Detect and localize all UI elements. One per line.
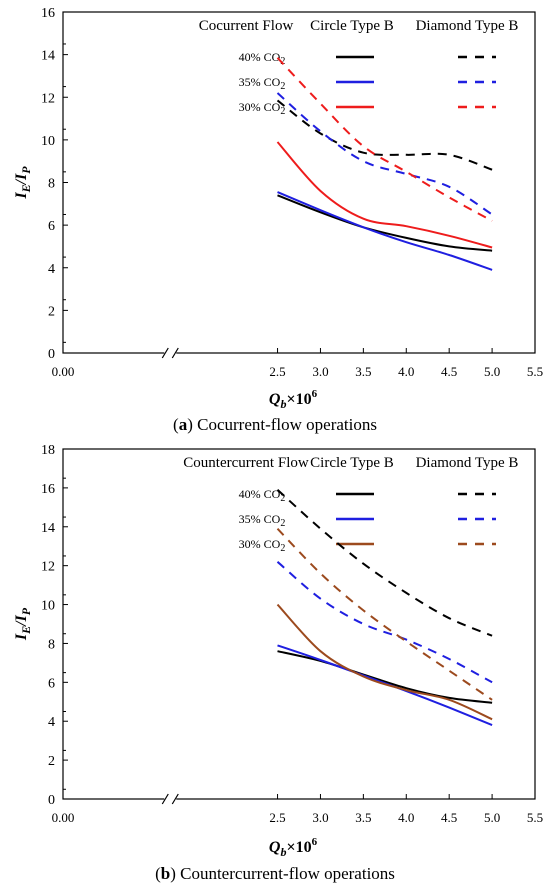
y-tick-label: 2 bbox=[48, 754, 55, 769]
legend-row-label: 30% CO2 bbox=[239, 100, 286, 117]
y-tick-label: 12 bbox=[41, 91, 55, 106]
legend-flow-label: Cocurrent Flow bbox=[199, 18, 294, 34]
series-line bbox=[276, 141, 493, 249]
plot-frame bbox=[62, 11, 536, 354]
series-line bbox=[276, 489, 493, 637]
series-line bbox=[276, 92, 493, 216]
y-tick-label: 0 bbox=[48, 347, 55, 362]
x-tick-label: 3.0 bbox=[312, 364, 328, 379]
x-tick-label: 4.0 bbox=[398, 364, 414, 379]
y-tick-label: 10 bbox=[41, 599, 55, 614]
chart-panel-b: 0 2 4 6 8 10 12 14 16 18 0.00 2.5 3.0 3.5 4.0 4.5 5.0 5.5… bbox=[13, 443, 543, 859]
y-tick-label: 2 bbox=[48, 304, 55, 319]
plot-frame bbox=[62, 448, 536, 800]
axis-break-gap bbox=[164, 351, 177, 355]
x-tick-label: 5.0 bbox=[484, 364, 500, 379]
x-tick-label: 4.5 bbox=[441, 364, 457, 379]
series-line bbox=[277, 191, 493, 271]
y-tick-label: 12 bbox=[41, 560, 55, 575]
legend-circle-label: Circle Type B bbox=[310, 18, 394, 34]
legend-row-label: 35% CO2 bbox=[239, 75, 286, 92]
axis-break-mark bbox=[171, 347, 179, 359]
legend-diamond-label: Diamond Type B bbox=[416, 455, 519, 471]
legend-circle-label: Circle Type B bbox=[310, 455, 394, 471]
axis-break-gap bbox=[164, 797, 177, 801]
legend-diamond-label: Diamond Type B bbox=[416, 18, 519, 34]
y-tick-label: 6 bbox=[48, 219, 55, 234]
caption-b: (b) Countercurrent-flow operations bbox=[155, 864, 395, 883]
series-line bbox=[277, 650, 493, 704]
series-line bbox=[276, 603, 493, 721]
legend-row-label: 40% CO2 bbox=[239, 50, 286, 67]
y-tick-label: 10 bbox=[41, 134, 55, 149]
legend-row-label: 30% CO2 bbox=[239, 537, 286, 554]
axis-break-mark bbox=[161, 793, 169, 805]
y-axis-title: IE/IP bbox=[13, 607, 33, 641]
y-tick-label: 16 bbox=[41, 482, 55, 497]
x-axis-title: Qb×106 bbox=[269, 836, 318, 859]
x-axis-title: Qb×106 bbox=[269, 388, 318, 411]
series-line bbox=[276, 561, 493, 684]
series-line bbox=[276, 57, 493, 222]
x-tick-label: 0.00 bbox=[52, 810, 75, 825]
legend-row-label: 40% CO2 bbox=[239, 487, 286, 504]
series-line bbox=[276, 99, 493, 171]
x-tick-label: 3.0 bbox=[312, 810, 328, 825]
caption-a: (a) Cocurrent-flow operations bbox=[173, 415, 377, 434]
chart-panel-a: 0 2 4 6 8 10 12 14 16 0.00 2.5 3.0 3.5 4.0 4.5 5.0 5.5 Qb… bbox=[13, 6, 543, 411]
y-tick-label: 4 bbox=[48, 262, 55, 277]
x-tick-label: 4.5 bbox=[441, 810, 457, 825]
y-tick-label: 0 bbox=[48, 793, 55, 808]
x-tick-label: 3.5 bbox=[355, 364, 371, 379]
y-tick-label: 16 bbox=[41, 6, 55, 21]
axis-break-mark bbox=[161, 347, 169, 359]
axis-break-mark bbox=[171, 793, 179, 805]
y-tick-label: 8 bbox=[48, 177, 55, 192]
y-tick-label: 8 bbox=[48, 637, 55, 652]
series-line bbox=[277, 194, 493, 252]
x-tick-label: 5.5 bbox=[527, 364, 543, 379]
y-axis-title: IE/IP bbox=[13, 166, 33, 200]
x-tick-label: 4.0 bbox=[398, 810, 414, 825]
x-tick-label: 2.5 bbox=[269, 810, 285, 825]
x-tick-label: 5.5 bbox=[527, 810, 543, 825]
x-tick-label: 2.5 bbox=[269, 364, 285, 379]
x-tick-label: 0.00 bbox=[52, 364, 75, 379]
y-tick-label: 18 bbox=[41, 443, 55, 458]
y-tick-label: 6 bbox=[48, 676, 55, 691]
y-tick-label: 14 bbox=[41, 521, 55, 536]
y-tick-label: 14 bbox=[41, 49, 55, 64]
x-tick-label: 3.5 bbox=[355, 810, 371, 825]
series-line bbox=[276, 528, 493, 701]
x-tick-label: 5.0 bbox=[484, 810, 500, 825]
legend-flow-label: Countercurrent Flow bbox=[183, 455, 309, 471]
y-tick-label: 4 bbox=[48, 715, 55, 730]
legend-row-label: 35% CO2 bbox=[239, 512, 286, 529]
